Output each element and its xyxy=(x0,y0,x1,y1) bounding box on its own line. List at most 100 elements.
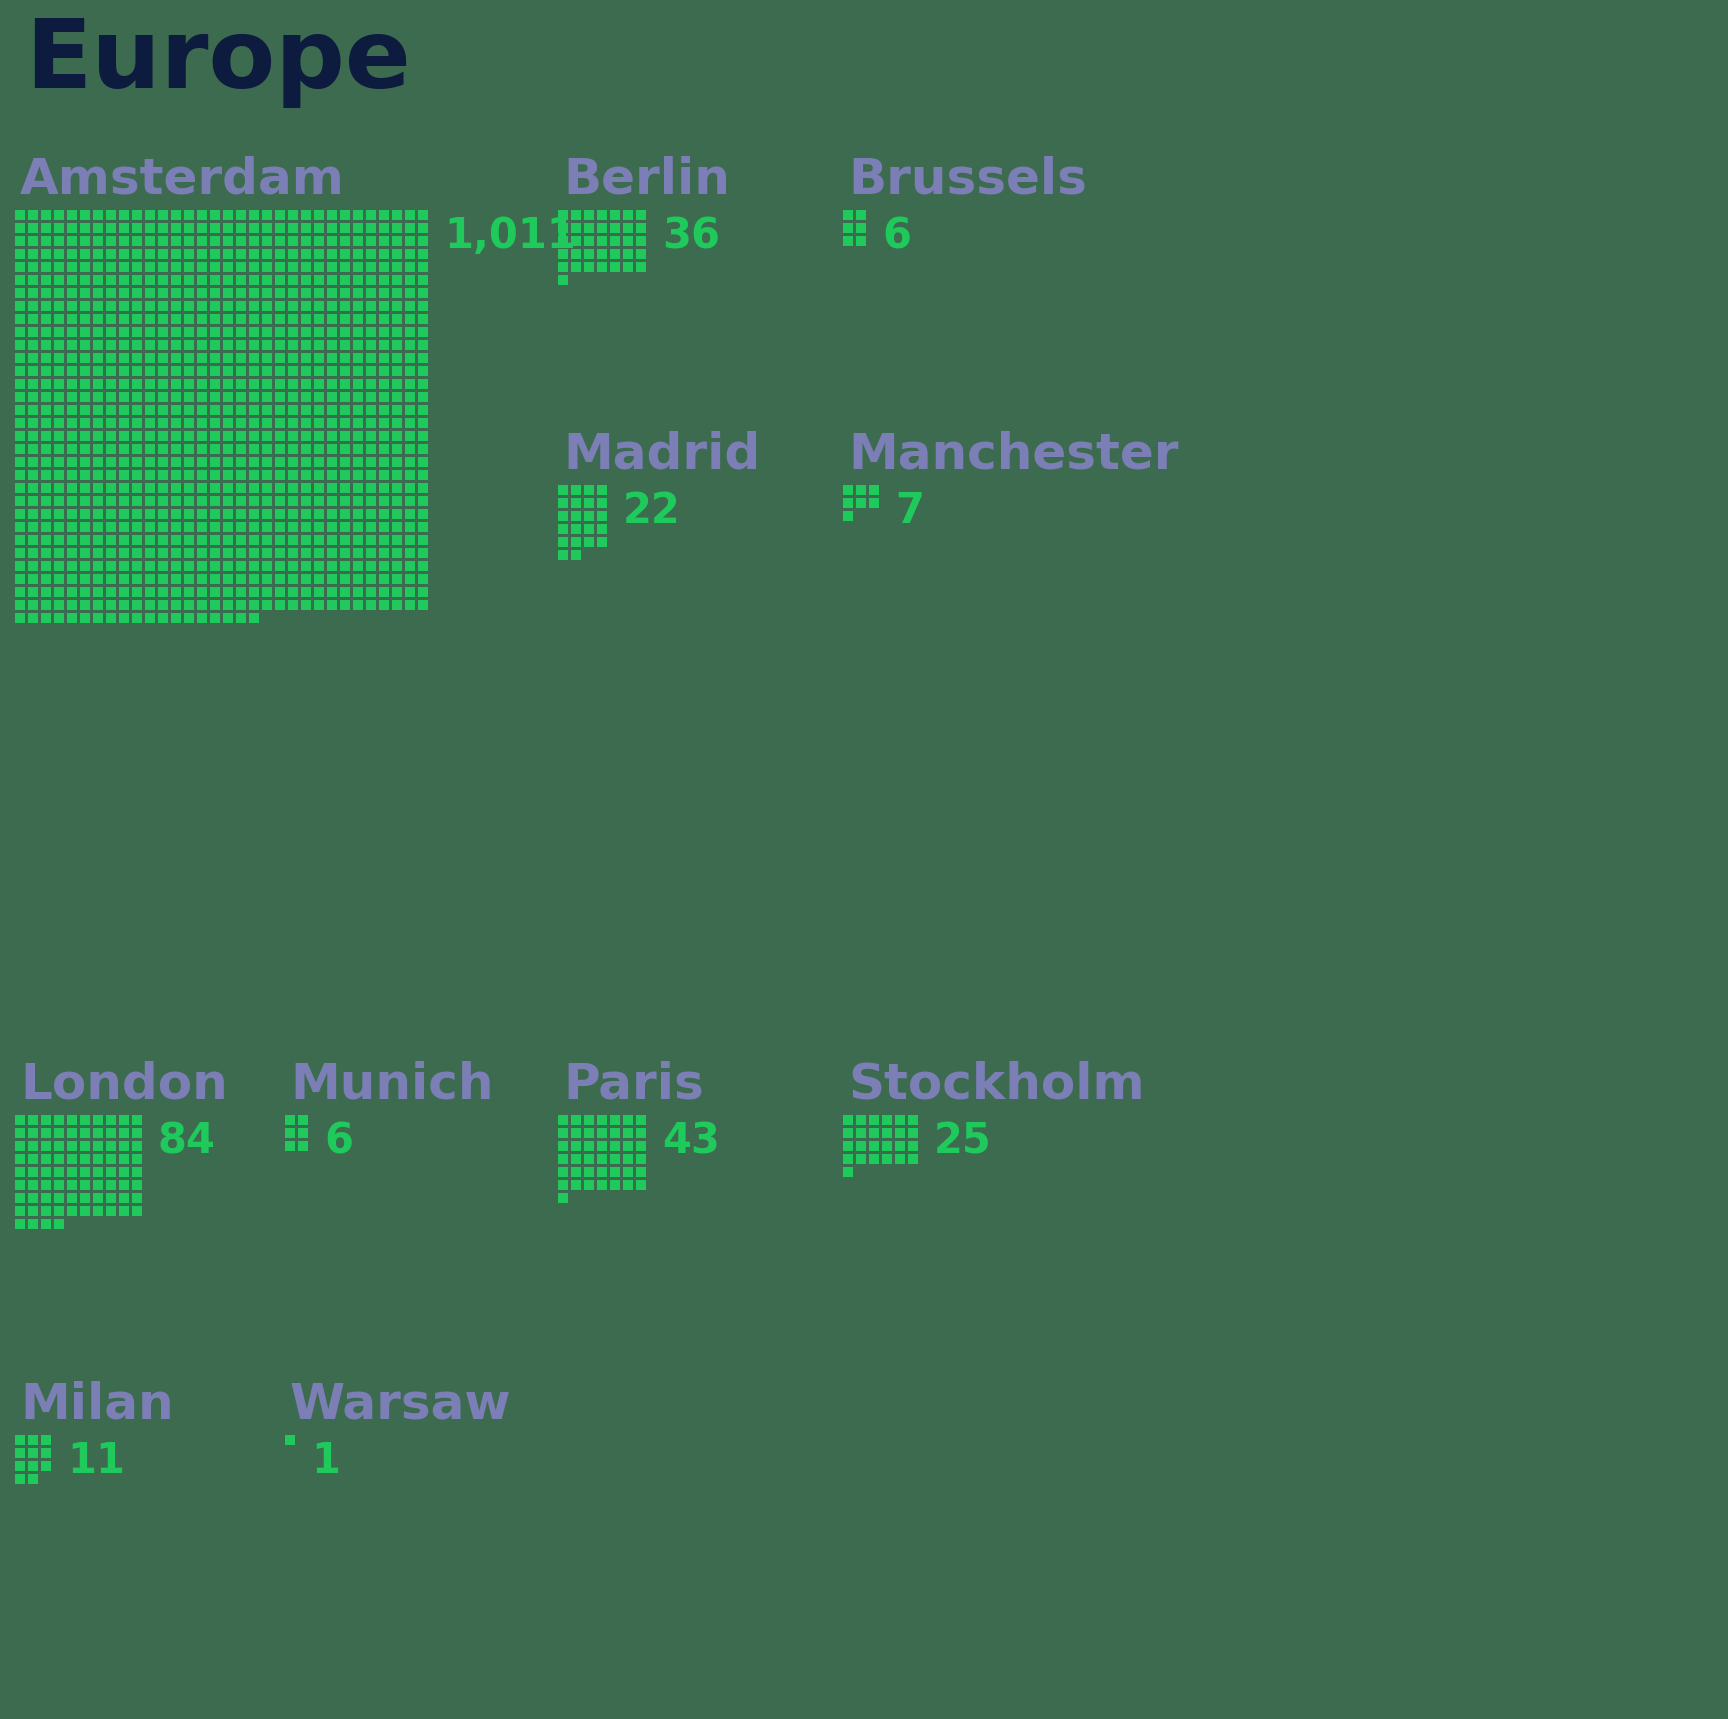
Point xyxy=(7,526,35,554)
Point xyxy=(45,552,73,579)
Point xyxy=(550,1107,577,1135)
Point xyxy=(280,552,308,579)
Point xyxy=(200,292,228,320)
Point xyxy=(627,1133,655,1160)
Point xyxy=(137,292,164,320)
Point xyxy=(111,1196,138,1224)
Point xyxy=(370,591,397,619)
Point xyxy=(240,474,268,502)
Point xyxy=(175,423,202,450)
Point xyxy=(200,383,228,411)
Point xyxy=(200,215,228,242)
Point xyxy=(137,591,164,619)
Point xyxy=(97,306,124,333)
Point xyxy=(97,474,124,502)
Point xyxy=(344,332,372,359)
Point xyxy=(175,383,202,411)
Point xyxy=(111,370,138,397)
Point xyxy=(240,449,268,476)
Point xyxy=(45,253,73,280)
Point xyxy=(384,578,411,605)
Point xyxy=(384,514,411,541)
Point xyxy=(188,449,216,476)
Point xyxy=(188,358,216,385)
Point xyxy=(123,358,150,385)
Point xyxy=(318,358,346,385)
Point xyxy=(7,1119,35,1147)
Point xyxy=(71,278,98,306)
Point xyxy=(240,241,268,268)
Point xyxy=(111,540,138,567)
Point xyxy=(19,486,47,514)
Point xyxy=(200,318,228,346)
Point xyxy=(175,292,202,320)
Point xyxy=(240,423,268,450)
Point xyxy=(149,605,176,633)
Point xyxy=(396,566,423,593)
Point xyxy=(562,528,589,555)
Point xyxy=(214,397,242,425)
Point xyxy=(254,526,282,554)
Point xyxy=(45,306,73,333)
Point xyxy=(410,278,437,306)
Point xyxy=(344,591,372,619)
Point xyxy=(175,486,202,514)
Point xyxy=(137,253,164,280)
Point xyxy=(59,566,86,593)
Point xyxy=(19,474,47,502)
Point xyxy=(358,278,385,306)
Text: 1: 1 xyxy=(311,1441,340,1482)
Point xyxy=(601,1119,629,1147)
Point xyxy=(344,253,372,280)
Point xyxy=(226,605,254,633)
Point xyxy=(344,292,372,320)
Point xyxy=(627,1119,655,1147)
Point xyxy=(575,1119,603,1147)
Point xyxy=(280,591,308,619)
Point xyxy=(149,474,176,502)
Point xyxy=(254,227,282,254)
Point xyxy=(358,358,385,385)
Text: 11: 11 xyxy=(67,1441,124,1482)
Point xyxy=(45,474,73,502)
Point xyxy=(601,1107,629,1135)
Point xyxy=(7,1196,35,1224)
Point xyxy=(162,552,190,579)
Point xyxy=(7,332,35,359)
Point xyxy=(254,397,282,425)
Point xyxy=(280,278,308,306)
Point xyxy=(306,591,334,619)
Point xyxy=(358,500,385,528)
Point xyxy=(188,397,216,425)
Point xyxy=(266,435,294,462)
Point xyxy=(254,566,282,593)
Point xyxy=(7,1427,35,1454)
Point xyxy=(188,306,216,333)
Point xyxy=(214,332,242,359)
Point xyxy=(59,397,86,425)
Point xyxy=(318,201,346,229)
Point xyxy=(19,241,47,268)
Point xyxy=(318,526,346,554)
Point xyxy=(370,292,397,320)
Point xyxy=(835,201,862,229)
Point xyxy=(289,1119,316,1147)
Point xyxy=(575,476,603,504)
Point xyxy=(7,605,35,633)
Point xyxy=(318,370,346,397)
Point xyxy=(410,514,437,541)
Point xyxy=(240,578,268,605)
Point xyxy=(410,397,437,425)
Point xyxy=(332,266,359,294)
Point xyxy=(550,1133,577,1160)
Point xyxy=(396,514,423,541)
Point xyxy=(162,566,190,593)
Point xyxy=(266,566,294,593)
Point xyxy=(71,241,98,268)
Point xyxy=(33,1427,60,1454)
Point xyxy=(276,1133,304,1160)
Point xyxy=(85,201,112,229)
Point xyxy=(45,1184,73,1212)
Point xyxy=(85,1184,112,1212)
Point xyxy=(280,241,308,268)
